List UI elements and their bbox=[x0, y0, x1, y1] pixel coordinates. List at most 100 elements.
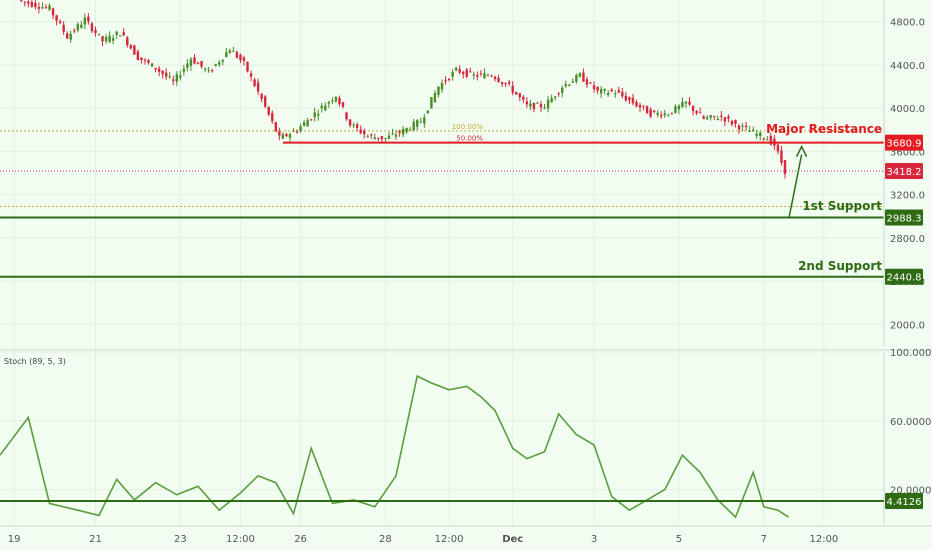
candle-body bbox=[677, 105, 681, 110]
candle-body bbox=[440, 82, 444, 90]
candle-body bbox=[748, 130, 751, 132]
candle-body bbox=[610, 89, 613, 92]
candle-body bbox=[281, 134, 285, 139]
level-badge-1st-support-bg bbox=[885, 209, 923, 226]
candle-body bbox=[292, 130, 295, 132]
candle-body bbox=[218, 62, 221, 65]
candle-body bbox=[182, 68, 186, 72]
candle-body bbox=[249, 73, 253, 77]
candle-body bbox=[614, 93, 617, 95]
stoch-indicator-title: Stoch (89, 5, 3) bbox=[4, 357, 66, 366]
candle-body bbox=[97, 33, 101, 35]
candle-body bbox=[363, 130, 366, 135]
candle-body bbox=[366, 136, 369, 138]
candle-body bbox=[119, 35, 122, 37]
candle-body bbox=[126, 37, 129, 46]
candle-body bbox=[203, 68, 207, 70]
candle-body bbox=[727, 116, 730, 119]
fib-level-label: 50.00% bbox=[456, 135, 483, 143]
candle-body bbox=[48, 5, 51, 10]
candle-body bbox=[101, 36, 104, 42]
candle-body bbox=[94, 29, 97, 34]
candle-body bbox=[196, 63, 200, 65]
candle-body bbox=[447, 78, 451, 80]
price-tick-label: 4000.0 bbox=[890, 104, 925, 115]
candle-body bbox=[136, 51, 140, 60]
price-tick-label: 2000.0 bbox=[890, 320, 925, 331]
candle-body bbox=[157, 68, 161, 72]
candle-body bbox=[592, 85, 596, 90]
candle-body bbox=[150, 63, 154, 67]
candle-body bbox=[688, 101, 691, 105]
candle-body bbox=[723, 117, 727, 122]
candle-body bbox=[412, 121, 415, 131]
candle-body bbox=[27, 1, 30, 4]
candle-body bbox=[324, 105, 327, 111]
candle-body bbox=[497, 78, 500, 82]
candle-body bbox=[606, 92, 610, 95]
candle-body bbox=[34, 2, 37, 8]
candle-body bbox=[469, 71, 472, 73]
candle-body bbox=[172, 79, 175, 81]
stoch-tick-label: 20.0000 bbox=[890, 486, 931, 497]
candle-body bbox=[37, 7, 41, 9]
candle-body bbox=[504, 82, 507, 85]
time-tick-label: 5 bbox=[676, 534, 682, 545]
time-tick-label: Dec bbox=[502, 534, 523, 545]
candle-body bbox=[617, 90, 620, 93]
candle-body bbox=[380, 136, 384, 140]
candle-body bbox=[568, 84, 571, 86]
level-badge-1st-support: 2988.3 bbox=[887, 214, 922, 225]
candle-body bbox=[235, 52, 239, 58]
candle-body bbox=[571, 81, 575, 83]
candle-body bbox=[115, 31, 118, 35]
candle-body bbox=[147, 60, 150, 63]
candle-body bbox=[423, 117, 426, 124]
candle-body bbox=[783, 160, 787, 175]
candle-body bbox=[90, 23, 94, 32]
candle-body bbox=[87, 16, 90, 22]
candle-body bbox=[476, 75, 479, 77]
candle-body bbox=[454, 67, 458, 71]
time-tick-label: 12:00 bbox=[809, 534, 838, 545]
candle-body bbox=[370, 134, 373, 136]
candle-body bbox=[416, 120, 419, 127]
candle-body bbox=[507, 81, 511, 84]
candle-body bbox=[716, 118, 720, 120]
candle-body bbox=[536, 102, 539, 104]
candle-body bbox=[684, 101, 688, 104]
current-price-badge-bg bbox=[885, 163, 923, 180]
candle-body bbox=[706, 117, 709, 120]
stoch-tick-label: 100.0000 bbox=[890, 348, 932, 359]
candle-body bbox=[338, 98, 341, 105]
candle-body bbox=[69, 33, 72, 40]
candle-body bbox=[582, 72, 585, 82]
candle-body bbox=[175, 74, 178, 82]
candle-body bbox=[408, 129, 412, 131]
candle-body bbox=[401, 128, 405, 135]
candle-body bbox=[744, 125, 748, 128]
candle-body bbox=[762, 138, 765, 140]
candle-body bbox=[302, 122, 306, 126]
candle-body bbox=[433, 92, 437, 103]
candle-body bbox=[189, 59, 193, 67]
stoch-value-badge-bg bbox=[885, 493, 923, 509]
candle-body bbox=[663, 113, 666, 116]
candle-body bbox=[511, 85, 514, 93]
candle-body bbox=[317, 113, 320, 116]
candle-body bbox=[309, 119, 313, 121]
candle-body bbox=[458, 69, 461, 73]
time-axis: 19 21 23 12:00 26 28 12:00 Dec 3 5 7 12:00 bbox=[8, 534, 839, 545]
candle-body bbox=[472, 74, 476, 76]
candle-body bbox=[426, 110, 430, 114]
candle-body bbox=[264, 96, 267, 107]
candle-body bbox=[179, 75, 182, 78]
candle-body bbox=[652, 110, 656, 112]
candle-body bbox=[522, 96, 525, 100]
candle-body bbox=[260, 93, 263, 99]
candle-body bbox=[73, 30, 76, 32]
candle-body bbox=[143, 59, 147, 61]
stoch-axis: 20.0000 60.0000 100.0000 bbox=[883, 348, 932, 524]
